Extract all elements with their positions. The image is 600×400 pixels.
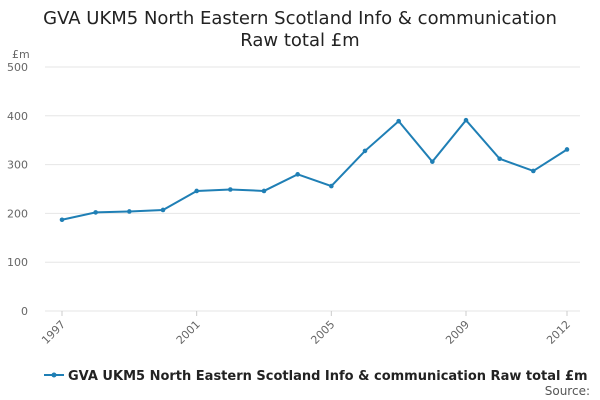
data-point-2004[interactable]: [295, 172, 300, 177]
data-point-1999[interactable]: [127, 209, 132, 214]
chart-title-line-2: Raw total £m: [240, 30, 359, 51]
y-tick-label: 500: [7, 61, 28, 74]
x-tick-label: 1997: [39, 318, 68, 347]
legend-point-marker: [51, 372, 57, 378]
data-point-2005[interactable]: [329, 183, 334, 189]
data-point-1997[interactable]: [59, 217, 65, 223]
data-point-2000[interactable]: [160, 207, 166, 213]
x-tick-label: 2012: [544, 318, 573, 347]
legend[interactable]: GVA UKM5 North Eastern Scotland Info & c…: [44, 369, 588, 384]
data-point-2007[interactable]: [396, 118, 401, 124]
data-point-2010[interactable]: [497, 156, 502, 162]
chart-title-line-1: GVA UKM5 North Eastern Scotland Info & c…: [43, 8, 557, 29]
legend-series-name: GVA UKM5 North Eastern Scotland Info & c…: [68, 369, 588, 384]
source-label: Source:: [545, 384, 590, 398]
data-point-2008[interactable]: [430, 159, 435, 164]
data-point-2003[interactable]: [261, 188, 267, 194]
x-tick-label: 2001: [174, 318, 203, 347]
data-point-2002[interactable]: [228, 187, 233, 192]
data-point-1998[interactable]: [93, 210, 98, 215]
data-point-2009[interactable]: [463, 117, 469, 123]
data-point-2011[interactable]: [531, 168, 536, 174]
y-tick-label: 0: [21, 305, 28, 318]
x-tick-label: 2009: [443, 318, 472, 347]
y-tick-label: 100: [7, 256, 28, 269]
series-line-0: [61, 118, 568, 221]
y-axis-ticks: 0 100 200 300 400 500: [7, 61, 28, 318]
y-tick-label: 400: [7, 110, 28, 123]
x-axis-ticks: 1997 2001 2005 2009 2012: [39, 311, 573, 347]
gridlines: [45, 66, 580, 312]
y-tick-label: 300: [7, 159, 28, 172]
x-tick-label: 2005: [308, 318, 337, 347]
data-point-2012[interactable]: [564, 147, 570, 152]
y-tick-label: 200: [7, 207, 28, 220]
data-point-2006[interactable]: [362, 148, 368, 154]
series-layer: [59, 117, 570, 223]
data-point-2001[interactable]: [194, 188, 199, 194]
y-axis-label: £m: [12, 48, 30, 61]
